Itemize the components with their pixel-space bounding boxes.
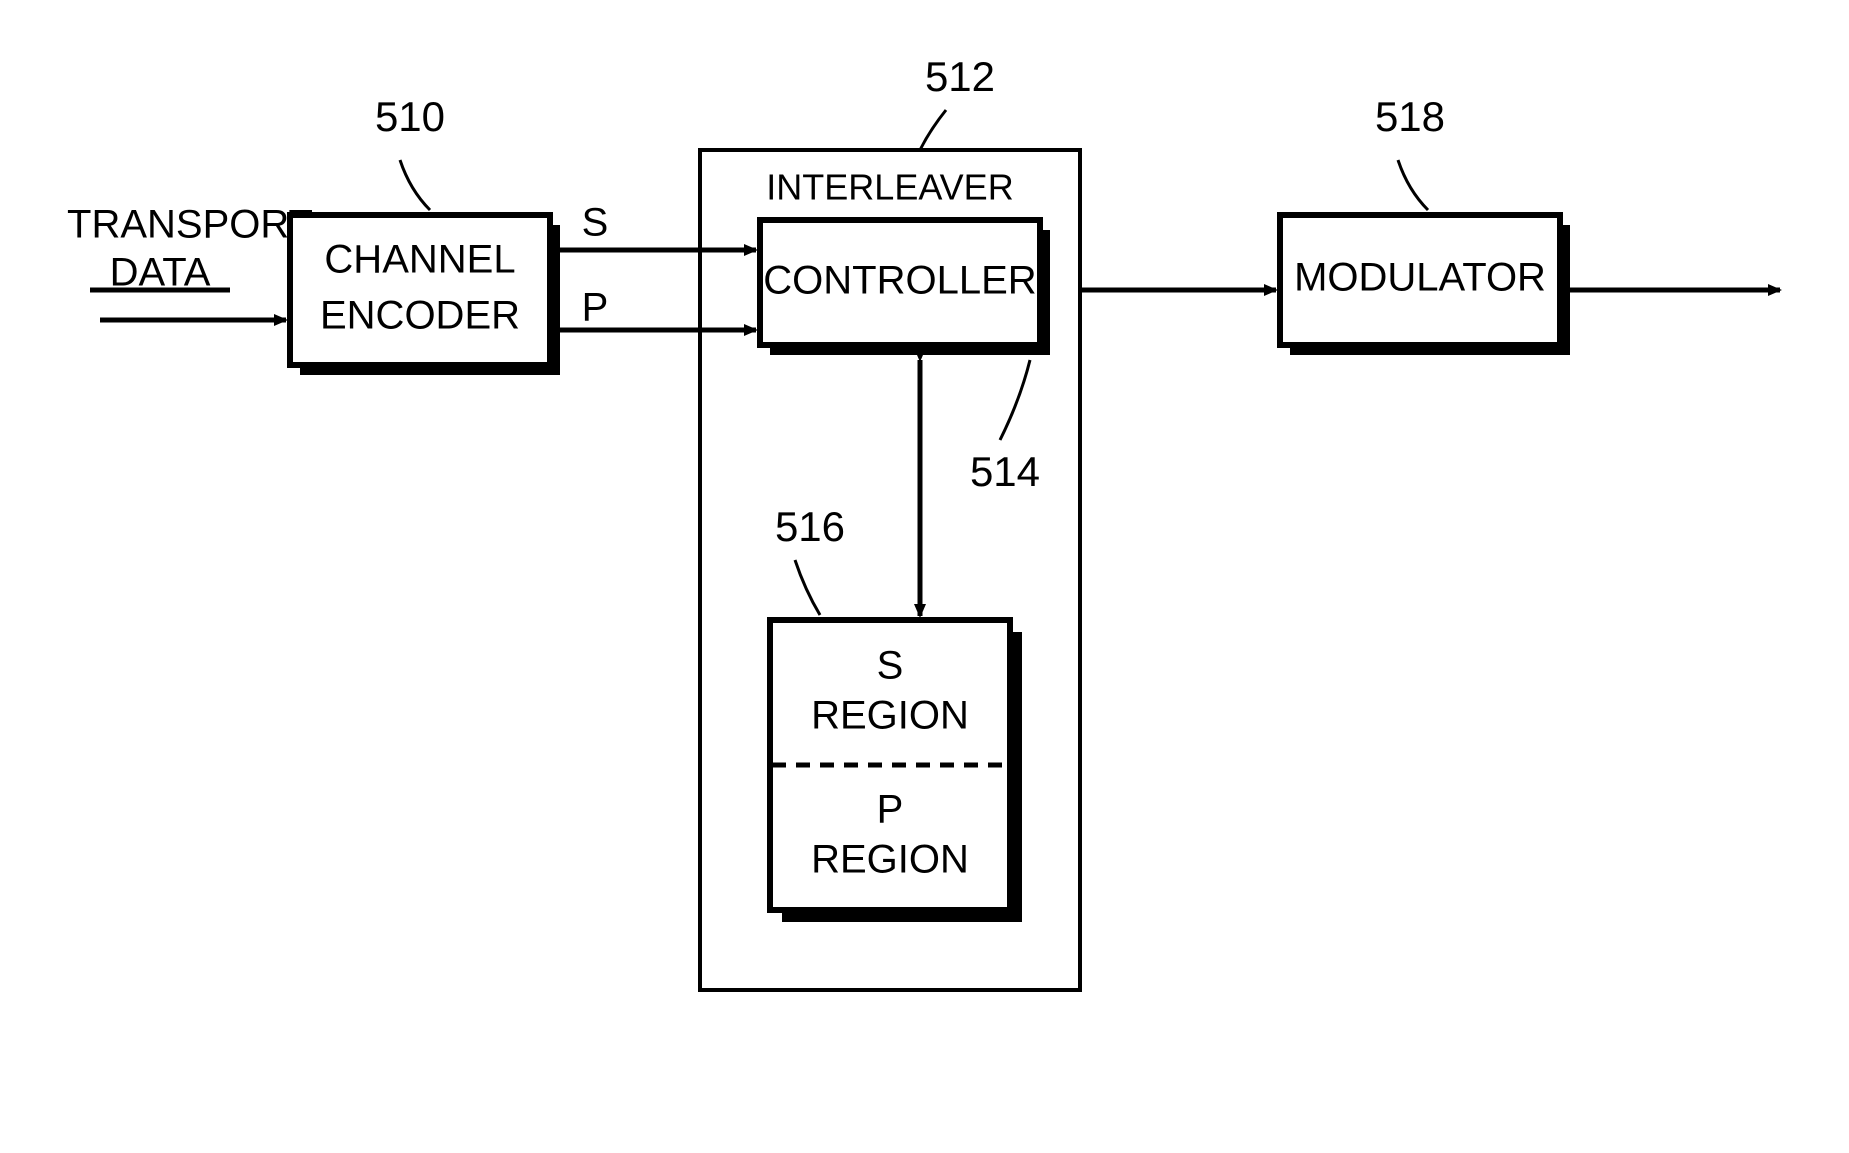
- signal-p-label: P: [582, 286, 609, 330]
- channel-encoder-block: CHANNEL ENCODER 510: [290, 93, 560, 375]
- signal-s-label: S: [582, 201, 609, 245]
- encoder-label-line1: CHANNEL: [324, 238, 515, 282]
- transport-data-label: TRANSPORT DATA: [67, 203, 313, 295]
- s-region-label-1: S: [877, 644, 904, 688]
- memory-block: S REGION P REGION 516: [770, 503, 1022, 922]
- modulator-block: MODULATOR 518: [1280, 93, 1570, 355]
- interleaver-container: INTERLEAVER 512 CONTROLLER 514 S REGION …: [700, 53, 1080, 990]
- modulator-label: MODULATOR: [1294, 256, 1546, 300]
- interleaver-label: INTERLEAVER: [766, 167, 1013, 208]
- memory-ref: 516: [775, 503, 845, 550]
- block-diagram: TRANSPORT DATA CHANNEL ENCODER 510 INTER…: [0, 0, 1849, 1153]
- s-region-label-2: REGION: [811, 694, 969, 738]
- encoder-ref: 510: [375, 93, 445, 140]
- controller-block: CONTROLLER 514: [760, 220, 1050, 495]
- encoder-label-line2: ENCODER: [320, 294, 520, 338]
- modulator-ref: 518: [1375, 93, 1445, 140]
- p-region-label-2: REGION: [811, 838, 969, 882]
- p-region-label-1: P: [877, 788, 904, 832]
- transport-data-line1: TRANSPORT: [67, 203, 313, 247]
- controller-label: CONTROLLER: [763, 259, 1036, 303]
- controller-ref: 514: [970, 448, 1040, 495]
- interleaver-ref: 512: [925, 53, 995, 100]
